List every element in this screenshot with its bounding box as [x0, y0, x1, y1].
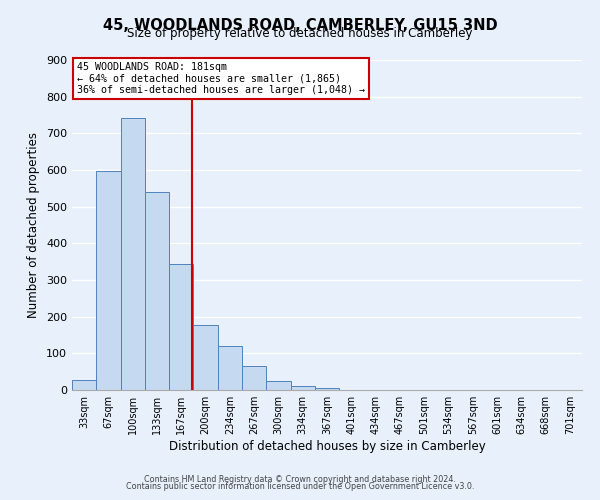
Text: Contains HM Land Registry data © Crown copyright and database right 2024.: Contains HM Land Registry data © Crown c… — [144, 475, 456, 484]
Text: Contains public sector information licensed under the Open Government Licence v3: Contains public sector information licen… — [126, 482, 474, 491]
Text: 45 WOODLANDS ROAD: 181sqm
← 64% of detached houses are smaller (1,865)
36% of se: 45 WOODLANDS ROAD: 181sqm ← 64% of detac… — [77, 62, 365, 95]
X-axis label: Distribution of detached houses by size in Camberley: Distribution of detached houses by size … — [169, 440, 485, 453]
Bar — [72, 380, 96, 390]
Y-axis label: Number of detached properties: Number of detached properties — [28, 132, 40, 318]
Text: 45, WOODLANDS ROAD, CAMBERLEY, GU15 3ND: 45, WOODLANDS ROAD, CAMBERLEY, GU15 3ND — [103, 18, 497, 32]
Bar — [193, 326, 218, 390]
Bar — [218, 346, 242, 390]
Text: Size of property relative to detached houses in Camberley: Size of property relative to detached ho… — [127, 28, 473, 40]
Bar — [96, 171, 121, 390]
Bar — [290, 386, 315, 390]
Bar — [145, 192, 169, 390]
Bar — [315, 388, 339, 390]
Bar — [169, 264, 193, 390]
Bar — [121, 118, 145, 390]
Bar — [266, 381, 290, 390]
Bar — [242, 366, 266, 390]
